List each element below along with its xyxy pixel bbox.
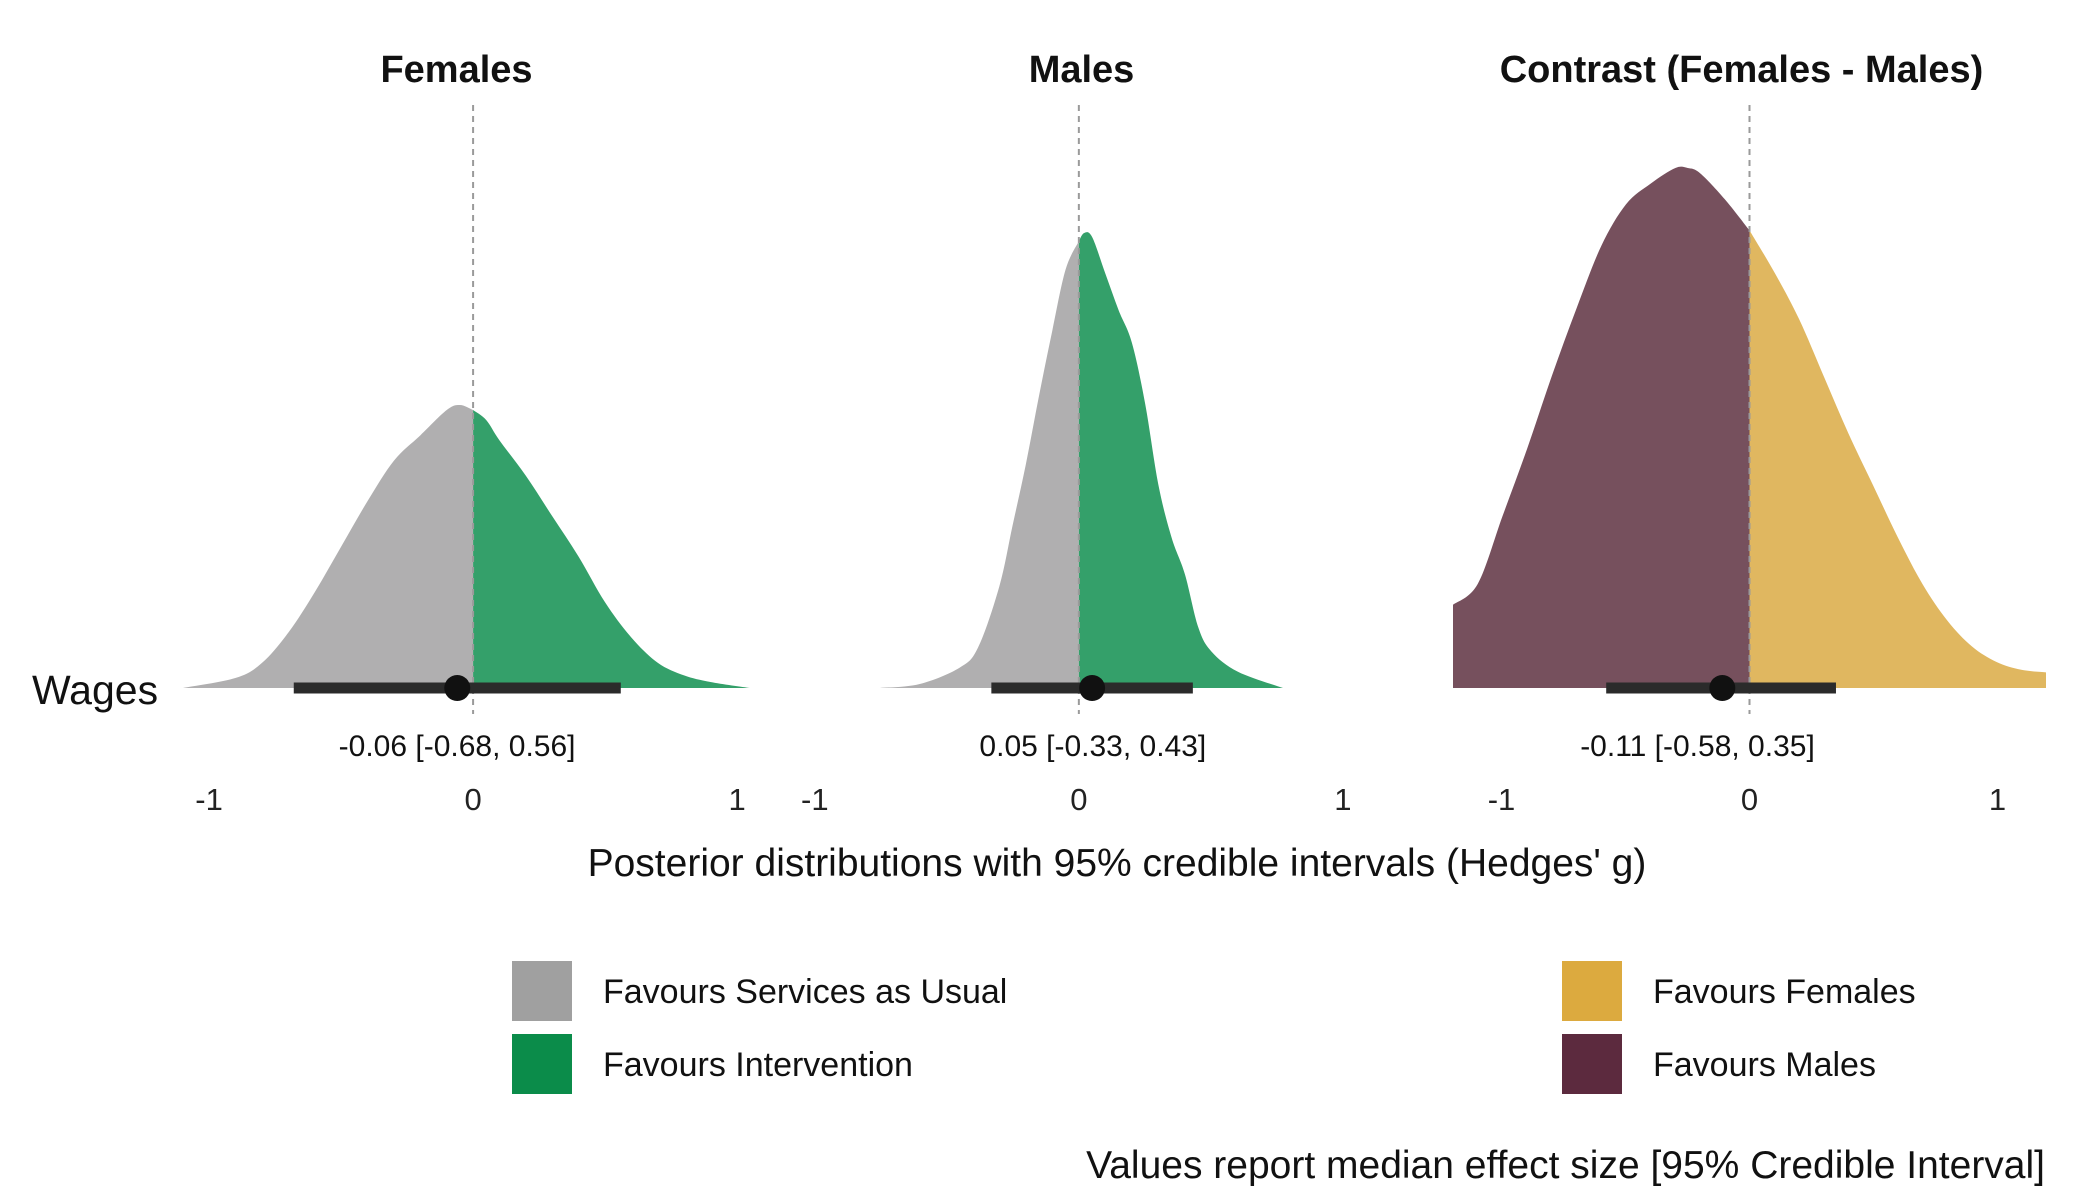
density-area-above-zero: [1749, 230, 2046, 688]
legend-label: Favours Males: [1653, 1046, 1876, 1084]
panel-title: Females: [380, 49, 532, 91]
legend-label: Favours Females: [1653, 973, 1916, 1011]
legend-swatch: [1562, 961, 1622, 1021]
panel-2: Contrast (Females - Males) -0.11 [-0.58, …: [1453, 49, 2046, 817]
density-area-above-zero: [1078, 232, 1283, 688]
legend-item-females: Favours Females: [1562, 961, 1916, 1021]
legend: Favours Services as Usual Favours Interve…: [512, 961, 1916, 1094]
density-area-above-zero: [473, 410, 750, 688]
legend-item-sau: Favours Services as Usual: [512, 961, 1007, 1021]
density-area-below-zero: [1453, 166, 1750, 689]
median-point: [1709, 675, 1736, 701]
legend-swatch: [512, 961, 572, 1021]
x-tick-label: -1: [195, 782, 223, 817]
legend-swatch: [512, 1034, 572, 1094]
panel-title: Males: [1029, 49, 1135, 91]
row-label-wages: Wages: [32, 667, 158, 713]
legend-item-males: Favours Males: [1562, 1034, 1876, 1094]
legend-swatch: [1562, 1034, 1622, 1094]
summary-label: -0.06 [-0.68, 0.56]: [339, 730, 576, 763]
summary-label: -0.11 [-0.58, 0.35]: [1580, 730, 1815, 763]
x-tick-label: -1: [801, 782, 829, 817]
panels-layer: Females -0.06 [-0.68, 0.56] -1 0 1 Males 0.05 …: [183, 49, 2046, 817]
caption: Values report median effect size [95% Cr…: [1086, 1144, 2045, 1187]
legend-label: Favours Intervention: [603, 1046, 913, 1084]
median-point: [444, 675, 471, 701]
density-area-below-zero: [880, 241, 1079, 688]
x-tick-label: 1: [728, 782, 745, 817]
x-axis-label: Posterior distributions with 95% credibl…: [588, 842, 1647, 885]
density-area-below-zero: [183, 405, 474, 688]
legend-item-intervention: Favours Intervention: [512, 1034, 913, 1094]
panel-1: Males 0.05 [-0.33, 0.43] -1 0 1: [801, 49, 1351, 817]
summary-label: 0.05 [-0.33, 0.43]: [979, 730, 1206, 763]
x-tick-label: 0: [1741, 782, 1758, 817]
x-tick-label: 1: [1989, 782, 2006, 817]
median-point: [1079, 675, 1106, 701]
x-tick-label: 1: [1334, 782, 1351, 817]
panel-0: Females -0.06 [-0.68, 0.56] -1 0 1: [183, 49, 750, 817]
legend-label: Favours Services as Usual: [603, 973, 1007, 1011]
x-tick-label: -1: [1488, 782, 1516, 817]
panel-title: Contrast (Females - Males): [1500, 49, 1984, 91]
x-tick-label: 0: [464, 782, 481, 817]
x-tick-label: 0: [1070, 782, 1087, 817]
